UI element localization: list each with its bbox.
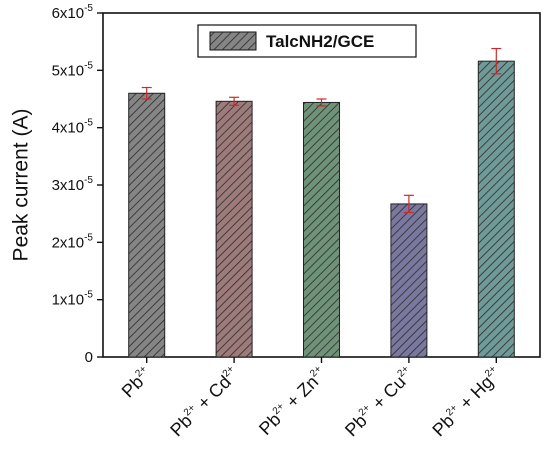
y-tick-label-1: 1x10-5 <box>52 290 94 309</box>
bar-hatch-3 <box>303 101 340 358</box>
bar-hatch-1 <box>128 92 166 358</box>
x-category-label-3: Pb2+ + Zn2+ <box>255 364 330 439</box>
legend-swatch-hatch <box>210 32 256 50</box>
error-bars-layer <box>141 47 502 214</box>
y-axis-title: Peak current (A) <box>10 109 33 262</box>
x-category-label-5: Pb2+ + Hg2+ <box>428 364 505 441</box>
x-axis: Pb2+ Pb2+ + Cd2+Pb2+ + Zn2+Pb2+ + Cu2+Pb2… <box>118 357 505 441</box>
legend-label: TalcNH2/GCE <box>266 32 374 51</box>
bar-hatch-4 <box>390 203 428 358</box>
y-tick-label-5: 5x10-5 <box>52 60 94 79</box>
y-axis: 0 1x10-5 2x10-5 3x10-5 4x10-5 5x10-5 6x10-5 <box>52 3 103 366</box>
y-tick-label-2: 2x10-5 <box>52 232 94 251</box>
bar-hatch-2 <box>215 100 253 358</box>
y-tick-label-6: 6x10-5 <box>52 3 94 22</box>
legend: TalcNH2/GCE <box>197 24 417 58</box>
y-tick-label-3: 3x10-5 <box>52 175 94 194</box>
x-category-label-1: Pb2+ <box>118 364 156 402</box>
x-category-label-2: Pb2+ + Cd2+ <box>166 364 243 441</box>
x-category-label-4: Pb2+ + Cu2+ <box>341 364 418 441</box>
y-tick-label-0: 0 <box>85 349 93 366</box>
y-tick-label-4: 4x10-5 <box>52 118 94 137</box>
bar-hatch-5 <box>477 60 515 358</box>
